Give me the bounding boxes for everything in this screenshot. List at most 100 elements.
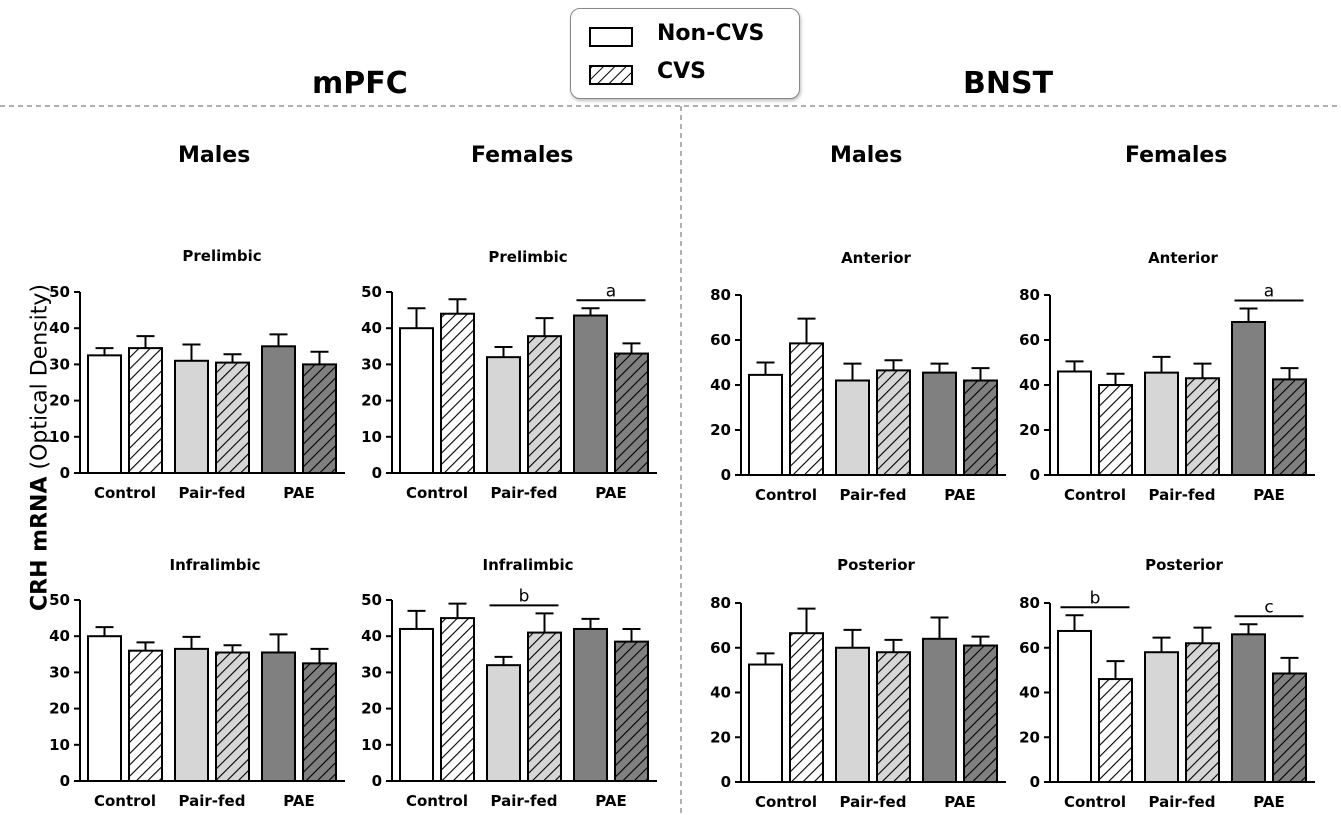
y-tick-label: 20 (361, 392, 382, 410)
bar-control-cvs (440, 312, 475, 474)
y-tick-label: 40 (49, 319, 70, 337)
x-category-label: Pair-fed (179, 484, 246, 502)
significance-label: b (1090, 588, 1101, 608)
y-tick-label: 40 (1019, 684, 1040, 702)
y-tick-label: 30 (49, 663, 70, 681)
bar-pair-fed-cvs (527, 631, 562, 783)
chart-panel-bnst-m-ant: Anterior 0 20 40 60 80 Control Pair-fed PAE (710, 249, 1006, 504)
x-category-label: Control (1064, 793, 1126, 811)
x-category-label: Pair-fed (491, 484, 558, 502)
sex-title-bnst-females: Females (1125, 143, 1228, 168)
y-tick-label: 30 (361, 355, 382, 373)
bar-control-non-cvs (399, 627, 434, 783)
y-tick-label: 10 (49, 736, 70, 754)
bar-pae-non-cvs (1231, 633, 1266, 784)
chart-panel-bnst-f-post: Posterior 0 20 40 60 80 Control Pair-fed PAE b c (1019, 556, 1315, 811)
x-category-label: Control (755, 486, 817, 504)
y-tick-label: 60 (710, 331, 731, 349)
y-tick-label: 0 (1030, 773, 1040, 791)
sex-title-bnst-males: Males (830, 143, 903, 168)
y-tick-label: 40 (710, 684, 731, 702)
chart-title: Infralimbic (170, 556, 261, 574)
y-tick-label: 0 (721, 773, 731, 791)
bar-control-non-cvs (748, 373, 783, 476)
x-category-label: Pair-fed (1149, 793, 1216, 811)
chart-title: Infralimbic (483, 556, 574, 574)
significance-label: a (1264, 282, 1274, 302)
bar-control-cvs (128, 347, 163, 474)
y-tick-label: 60 (1019, 639, 1040, 657)
bar-pae-non-cvs (1231, 321, 1266, 476)
bar-control-cvs (789, 632, 824, 783)
y-tick-label: 80 (1019, 286, 1040, 304)
bar-pae-non-cvs (922, 637, 957, 783)
bar-pae-cvs (963, 379, 998, 476)
x-category-label: Control (406, 792, 468, 810)
x-category-label: PAE (283, 484, 314, 502)
chart-panel-mpfc-m-inf: Infralimbic 0 10 20 30 40 50 Control Pair-fed PAE (49, 556, 345, 810)
x-category-label: Pair-fed (1149, 486, 1216, 504)
chart-panel-bnst-m-post: Posterior 0 20 40 60 80 Control Pair-fed PAE (710, 556, 1006, 811)
bar-control-non-cvs (399, 327, 434, 475)
legend-label-non-cvs: Non-CVS (657, 21, 765, 46)
x-category-label: Control (406, 484, 468, 502)
legend-label-cvs: CVS (657, 59, 707, 84)
y-tick-label: 0 (1030, 466, 1040, 484)
bar-pair-fed-cvs (215, 361, 250, 474)
bar-control-cvs (128, 649, 163, 782)
chart-title: Prelimbic (182, 247, 261, 265)
x-category-label: Control (94, 484, 156, 502)
bar-pair-fed-non-cvs (174, 359, 209, 474)
bar-pae-cvs (1272, 672, 1307, 784)
chart-panel-mpfc-f-inf: Infralimbic 0 10 20 30 40 50 Control Pair-fed PAE… (361, 556, 657, 810)
x-category-label: PAE (944, 486, 975, 504)
y-tick-label: 30 (49, 355, 70, 373)
y-tick-label: 20 (361, 700, 382, 718)
chart-title: Anterior (841, 249, 911, 267)
x-category-label: PAE (283, 792, 314, 810)
y-tick-label: 50 (49, 591, 70, 609)
y-tick-label: 10 (49, 428, 70, 446)
x-category-label: Pair-fed (840, 793, 907, 811)
y-tick-label: 40 (361, 627, 382, 645)
y-tick-label: 50 (49, 283, 70, 301)
x-category-label: PAE (1253, 486, 1284, 504)
region-title-mpfc: mPFC (312, 66, 408, 101)
bar-pae-cvs (302, 363, 337, 474)
bar-pair-fed-non-cvs (835, 379, 870, 476)
chart-title: Posterior (1145, 556, 1223, 574)
significance-label: a (606, 281, 616, 301)
bar-control-cvs (789, 342, 824, 476)
y-tick-label: 0 (372, 772, 382, 790)
x-category-label: PAE (944, 793, 975, 811)
bar-pair-fed-cvs (876, 651, 911, 783)
bar-control-cvs (440, 617, 475, 782)
x-category-label: PAE (1253, 793, 1284, 811)
significance-label: c (1264, 597, 1273, 617)
y-tick-label: 30 (361, 663, 382, 681)
y-tick-label: 60 (1019, 331, 1040, 349)
chart-panel-bnst-f-ant: Anterior 0 20 40 60 80 Control Pair-fed PAE a (1019, 249, 1315, 504)
y-tick-label: 20 (1019, 728, 1040, 746)
legend: Non-CVS CVS (570, 8, 800, 99)
y-tick-label: 20 (1019, 421, 1040, 439)
bar-pair-fed-cvs (876, 369, 911, 476)
bar-pair-fed-cvs (527, 335, 562, 474)
y-tick-label: 0 (60, 464, 70, 482)
legend-swatch-cvs (589, 65, 633, 85)
y-tick-label: 20 (49, 700, 70, 718)
bar-pair-fed-cvs (1185, 377, 1220, 476)
bar-pae-non-cvs (573, 627, 608, 783)
bar-control-non-cvs (87, 354, 122, 475)
y-tick-label: 20 (710, 728, 731, 746)
bar-control-cvs (1098, 384, 1133, 476)
bar-pae-cvs (614, 352, 649, 475)
bar-pae-non-cvs (261, 651, 296, 782)
bar-pae-non-cvs (573, 314, 608, 474)
bar-pair-fed-non-cvs (486, 356, 521, 474)
x-category-label: Pair-fed (840, 486, 907, 504)
y-tick-label: 20 (710, 421, 731, 439)
bar-pae-non-cvs (261, 345, 296, 474)
bar-pae-cvs (1272, 378, 1307, 476)
